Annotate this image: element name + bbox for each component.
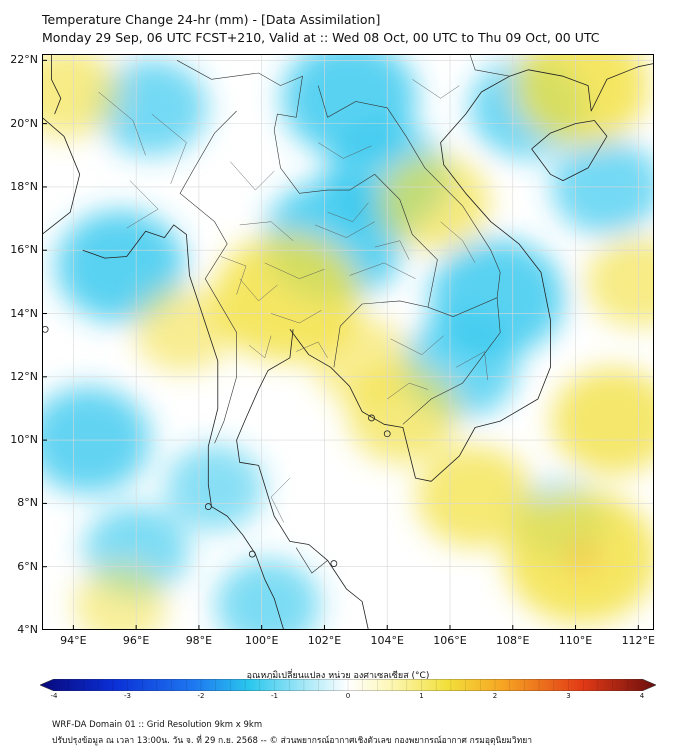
warm-anomaly: [133, 286, 233, 373]
lat-tick-label: 6°N: [17, 559, 38, 573]
coastlines: [42, 54, 654, 630]
national-border: [176, 60, 438, 368]
island: [204, 503, 212, 510]
province-border: [98, 91, 146, 156]
warm-anomaly: [416, 446, 534, 548]
province-border: [230, 161, 275, 191]
island: [368, 414, 375, 422]
province-border: [126, 180, 159, 229]
colorbar-tick-label: 2: [492, 692, 498, 700]
lat-tick-label: 22°N: [10, 53, 38, 67]
warm-anomaly: [585, 236, 654, 328]
colorbar: [40, 679, 656, 691]
province-border: [239, 221, 294, 241]
national-border: [469, 54, 510, 77]
temperature-change-map: [42, 54, 654, 630]
warm-anomaly: [42, 54, 120, 138]
cold-anomaly: [56, 210, 185, 323]
coastline: [531, 120, 608, 181]
province-border: [390, 335, 444, 355]
coastline: [236, 329, 369, 630]
lat-tick-label: 12°N: [10, 369, 38, 383]
province-borders: [98, 79, 488, 523]
warm-anomaly: [514, 54, 650, 145]
province-border: [220, 256, 247, 295]
warm-core: [565, 541, 598, 574]
province-border: [440, 221, 476, 264]
cold-anomaly: [165, 444, 265, 531]
lat-tick-label: 10°N: [10, 433, 38, 447]
province-border: [151, 113, 187, 184]
province-border: [387, 382, 429, 400]
province-border: [374, 240, 410, 260]
chart-title: Temperature Change 24-hr (mm) - [Data As…: [42, 12, 381, 27]
colorbar-tick-label: 0: [345, 692, 351, 700]
lat-tick-label: 20°N: [10, 116, 38, 130]
coastline: [289, 63, 654, 482]
footer-model-info: WRF-DA Domain 01 :: Grid Resolution 9km …: [52, 720, 263, 730]
province-border: [314, 221, 375, 238]
national-border: [295, 547, 328, 574]
lat-tick-label: 4°N: [17, 623, 38, 636]
island: [248, 550, 256, 558]
graticule: [42, 54, 654, 630]
national-borders: [176, 54, 510, 574]
lon-tick-label: 110°E: [558, 634, 593, 647]
colorbar-tick-label: 4: [639, 692, 645, 700]
lon-tick-label: 108°E: [496, 634, 530, 647]
chart-subtitle: Monday 29 Sep, 06 UTC FCST+210, Valid at…: [42, 30, 600, 45]
national-border: [317, 85, 501, 298]
colorbar-tick-label: -1: [271, 692, 278, 700]
warm-anomaly: [312, 317, 412, 404]
colorbar-tick-label: 1: [419, 692, 424, 700]
lon-tick-label: 102°E: [307, 634, 342, 647]
lat-tick-label: 8°N: [17, 496, 38, 510]
coastline: [51, 54, 62, 115]
province-border: [296, 341, 328, 358]
cold-anomaly: [215, 559, 321, 630]
province-border: [248, 335, 272, 359]
province-border: [349, 262, 416, 279]
province-border: [239, 278, 278, 302]
map-frame: [42, 54, 654, 630]
lon-tick-label: 98°E: [185, 634, 213, 647]
lat-tick-label: 18°N: [10, 179, 38, 193]
province-border: [271, 310, 322, 324]
island: [383, 430, 391, 438]
temperature-field: [42, 54, 654, 630]
warm-anomaly: [213, 233, 361, 362]
coastline: [42, 116, 81, 235]
province-border: [456, 351, 488, 381]
colorbar-title: อุณหภูมิเปลี่ยนแปลง หน่วย องศาเซลเซียส (…: [246, 671, 430, 681]
province-border: [270, 477, 291, 523]
lon-tick-label: 100°E: [244, 634, 279, 647]
warm-anomaly: [378, 154, 490, 251]
island: [330, 560, 338, 567]
colorbar-tick-label: -2: [197, 692, 205, 700]
lon-tick-label: 96°E: [122, 634, 150, 647]
lon-tick-label: 104°E: [370, 634, 404, 647]
colorbar-ramp: [40, 679, 656, 691]
lat-tick-label: 14°N: [10, 306, 38, 320]
colorbar-tick-label: 3: [566, 692, 571, 700]
warm-anomaly: [74, 564, 167, 630]
footer-credit: ปรับปรุงข้อมูล ณ เวลา 13:00น. วัน จ. ที่…: [52, 736, 533, 746]
lon-tick-label: 112°E: [621, 634, 656, 647]
lat-tick-label: 16°N: [10, 243, 38, 257]
national-border: [402, 297, 501, 425]
lon-tick-label: 94°E: [60, 634, 87, 647]
map-panel: [42, 54, 654, 630]
province-border: [264, 262, 325, 279]
national-border: [179, 110, 237, 444]
province-border: [327, 202, 369, 222]
province-border: [412, 79, 460, 99]
cold-anomaly: [96, 59, 208, 157]
lon-tick-label: 106°E: [433, 634, 467, 647]
colorbar-tick-label: -4: [50, 692, 58, 700]
colorbar-tick-label: -3: [124, 692, 131, 700]
warm-anomaly: [551, 367, 654, 475]
province-border: [318, 142, 372, 159]
